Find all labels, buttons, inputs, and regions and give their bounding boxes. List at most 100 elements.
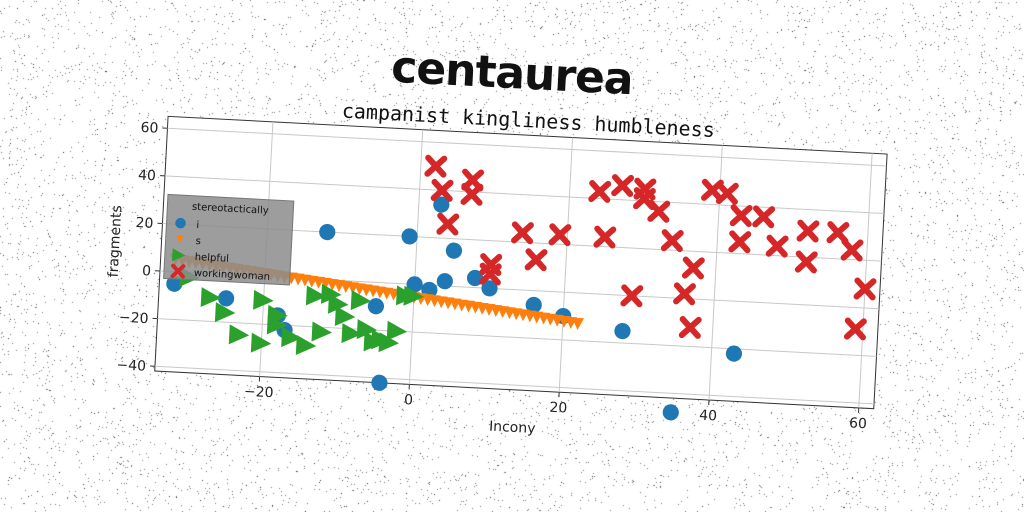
x-stroke (826, 221, 850, 244)
data-point-helpful (311, 321, 332, 342)
data-point-workingwoman (588, 180, 612, 203)
legend-title: stereotactically (192, 202, 269, 217)
series-workingwoman (424, 154, 877, 341)
x-stroke (611, 174, 635, 197)
x-stroke (588, 180, 612, 203)
data-point-workingwoman (460, 182, 484, 206)
data-point-i (481, 280, 498, 297)
data-point-workingwoman (826, 221, 850, 245)
data-point-helpful (334, 306, 356, 327)
data-point-helpful (295, 335, 317, 356)
data-point-workingwoman (794, 250, 818, 274)
y-tick-label: 20 (135, 215, 154, 232)
x-stroke (430, 179, 454, 201)
data-point-helpful (305, 285, 327, 306)
data-point-workingwoman (765, 234, 789, 258)
data-point-i (662, 404, 679, 421)
data-point-helpful (228, 324, 250, 345)
x-tick-label: 0 (404, 392, 414, 408)
data-point-workingwoman (436, 212, 460, 236)
data-point-workingwoman (853, 277, 877, 301)
x-tick-label: 60 (849, 415, 868, 432)
data-point-i (436, 273, 453, 290)
data-point-helpful (386, 320, 408, 341)
data-point-i (406, 276, 423, 293)
y-tick-label: −20 (119, 310, 149, 328)
x-axis-ticks: −20 0 20 40 60 (244, 376, 868, 432)
data-point-i (401, 228, 418, 245)
legend: stereotactically is helpful workingwoman (163, 193, 295, 286)
data-point-helpful (356, 319, 378, 340)
x-stroke (170, 264, 186, 278)
y-tick-label: 40 (138, 167, 157, 184)
data-point-workingwoman (524, 248, 548, 272)
data-point-i (725, 345, 743, 362)
y-tick-label: 0 (142, 263, 152, 279)
x-stroke (478, 263, 502, 285)
grid-line-y (154, 365, 875, 405)
data-point-i (614, 322, 631, 340)
x-stroke (853, 278, 877, 300)
x-stroke (511, 222, 534, 244)
data-point-helpful (250, 332, 272, 353)
data-point-helpful (350, 290, 372, 311)
x-stroke (424, 155, 448, 177)
data-point-workingwoman (729, 204, 753, 228)
x-stroke (436, 213, 460, 235)
grid-line-y (167, 127, 887, 167)
x-stroke (840, 239, 864, 261)
data-point-workingwoman (752, 205, 776, 229)
legend-label-workingwoman: workingwoman (194, 268, 271, 283)
x-axis-label: Incony (489, 419, 536, 437)
axes-area (154, 115, 888, 410)
legend-marker-workingwoman (170, 263, 186, 279)
data-point-i (367, 298, 385, 315)
x-tick-label: 20 (549, 400, 568, 417)
data-point-helpful (327, 293, 349, 314)
x-stroke (524, 249, 548, 271)
x-stroke (715, 182, 739, 205)
grid-line-x (558, 137, 574, 393)
y-axis-ticks: −40 −20 0 20 40 60 (116, 120, 168, 375)
data-point-helpful (378, 332, 400, 353)
legend-marker-helpful (172, 248, 186, 262)
data-point-workingwoman (728, 230, 752, 254)
data-point-workingwoman (647, 199, 671, 223)
data-point-helpful (281, 327, 302, 348)
data-point-helpful (200, 287, 222, 308)
x-stroke (647, 200, 671, 222)
x-stroke (794, 251, 818, 273)
series-i (166, 196, 743, 421)
x-stroke (548, 224, 572, 246)
data-point-workingwoman (796, 219, 820, 243)
data-point-i (166, 275, 183, 292)
x-tick-label: −20 (244, 384, 274, 402)
data-point-i (445, 242, 463, 259)
data-point-workingwoman (478, 262, 502, 286)
data-point-workingwoman (430, 178, 454, 202)
x-stroke (728, 231, 752, 253)
data-point-helpful (320, 283, 342, 304)
data-point-helpful (266, 314, 288, 335)
legend-marker-i (175, 217, 186, 229)
data-point-helpful (403, 285, 424, 306)
grid-line-x (858, 153, 873, 408)
data-point-workingwoman (715, 181, 739, 205)
data-point-workingwoman (593, 225, 617, 249)
data-point-workingwoman (424, 154, 448, 178)
x-stroke (796, 220, 820, 242)
data-point-i (218, 290, 235, 307)
data-point-helpful (214, 302, 236, 323)
x-stroke (765, 235, 789, 257)
grid-line-y (164, 175, 885, 215)
data-point-workingwoman (620, 284, 644, 308)
x-stroke (729, 204, 753, 227)
legend-box (163, 193, 295, 286)
x-stroke (673, 283, 696, 305)
x-stroke (620, 285, 644, 307)
x-tick-label: 40 (699, 408, 718, 425)
data-point-s (572, 317, 585, 330)
x-stroke (843, 318, 867, 340)
y-axis-label: fragments (106, 205, 126, 278)
